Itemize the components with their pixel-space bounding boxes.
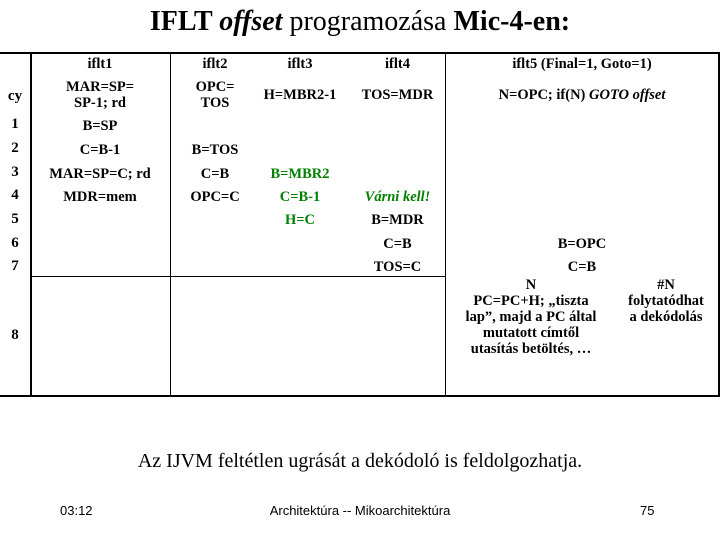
iflt4-cycle4: Várni kell! (364, 189, 431, 205)
cycle-number: 1 (11, 116, 19, 132)
cycle-number: 7 (11, 258, 19, 274)
footer-title: Architektúra -- Mikoarchitektúra (269, 503, 451, 518)
cycle-number: 8 (11, 327, 19, 343)
iflt1-header: iflt1 (87, 56, 113, 72)
iflt3-op: H=MBR2-1 (263, 87, 337, 103)
iflt5-op: N=OPC; if(N) GOTO offset (498, 87, 666, 103)
iflt5-cycle7: C=B (567, 259, 597, 275)
iflt5-header: iflt5 (Final=1, Goto=1) (512, 56, 652, 72)
branch-notn-label: #N (657, 277, 675, 293)
iflt3-cycle3: B=MBR2 (270, 166, 330, 182)
iflt1-cycle1: B=SP (82, 118, 118, 134)
row-divider (31, 276, 170, 277)
cy-divider (30, 53, 32, 395)
footer-time: 03:12 (60, 503, 93, 518)
iflt3-cycle5: H=C (284, 212, 315, 228)
iflt4-header: iflt4 (385, 56, 410, 72)
col-divider (170, 53, 171, 395)
cycle-number: 4 (11, 187, 19, 203)
col-divider (445, 53, 446, 395)
table-right-border (718, 53, 720, 395)
iflt4-op: TOS=MDR (361, 87, 434, 103)
iflt4-cycle6: C=B (383, 236, 412, 252)
cycle-number: 2 (11, 140, 19, 156)
iflt1-op: MAR=SP= SP-1; rd (65, 79, 135, 111)
slide-title: IFLT offset programozása Mic-4-en: (149, 6, 571, 37)
cycle-number: 5 (11, 211, 19, 227)
iflt2-cycle4: OPC=C (190, 189, 240, 205)
branch-n-text: PC=PC+H; „tiszta lap”, majd a PC által m… (465, 293, 597, 357)
row-divider (171, 276, 445, 277)
slide-note: Az IJVM feltétlen ugrását a dekódoló is … (137, 450, 583, 472)
iflt4-cycle5: B=MDR (371, 212, 424, 228)
table-bottom-border (0, 395, 720, 397)
iflt1-cycle4: MDR=mem (63, 189, 137, 205)
iflt2-op: OPC= TOS (195, 79, 235, 111)
footer-page-number: 75 (640, 503, 655, 518)
iflt2-cycle2: B=TOS (191, 142, 239, 158)
cycle-number: 3 (11, 164, 19, 180)
iflt3-header: iflt3 (287, 56, 313, 72)
iflt2-header: iflt2 (202, 56, 228, 72)
iflt1-cycle2: C=B-1 (79, 142, 121, 158)
iflt1-cycle3: MAR=SP=C; rd (49, 166, 151, 182)
cycle-number: 6 (11, 235, 19, 251)
iflt5-cycle6: B=OPC (557, 236, 607, 252)
branch-notn-text: folytatódhat a dekódolás (628, 293, 704, 325)
branch-n-label: N (525, 277, 537, 293)
cy-header: cy (7, 88, 23, 104)
iflt2-cycle3: C=B (200, 166, 230, 182)
table-top-border (0, 52, 720, 54)
iflt3-cycle4: C=B-1 (279, 189, 321, 205)
iflt4-cycle7: TOS=C (373, 259, 422, 275)
